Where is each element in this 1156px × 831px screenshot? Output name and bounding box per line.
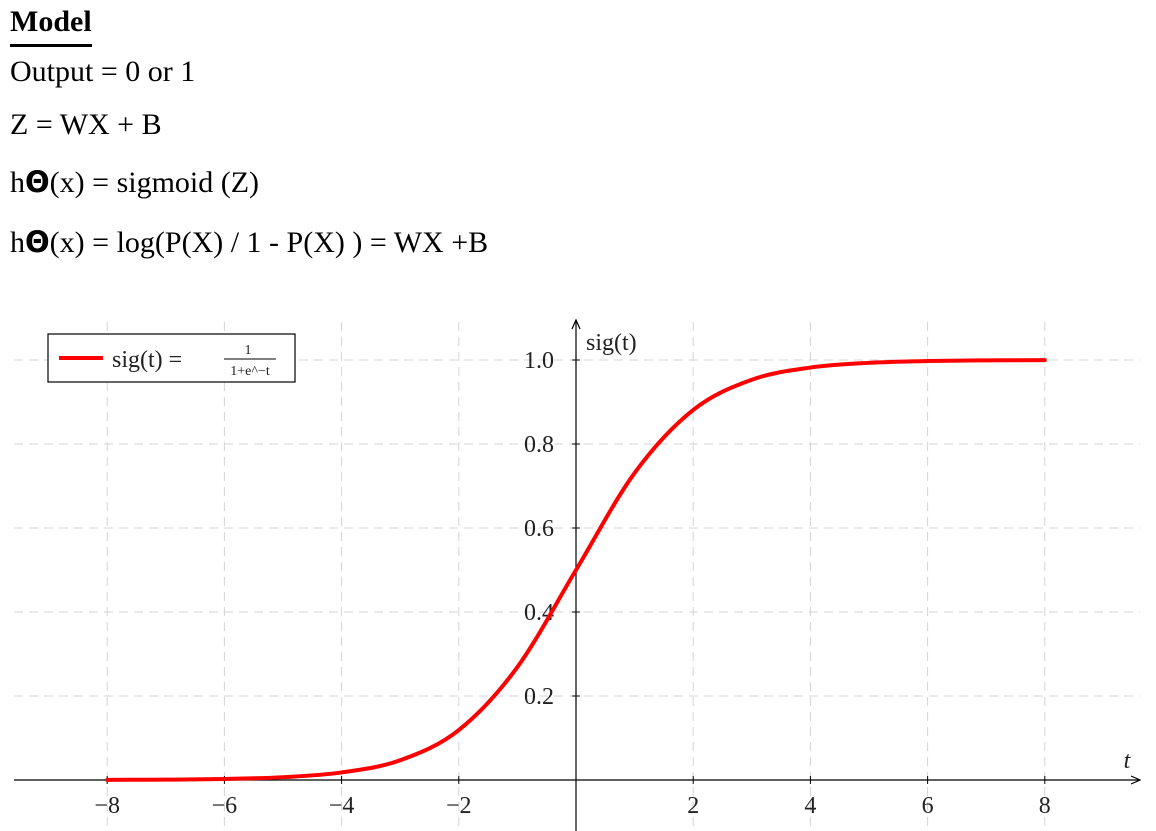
x-tick-label: −4 — [329, 793, 355, 819]
theta-symbol: Θ — [25, 225, 50, 259]
hypothesis-logit-rhs: log(P(X) / 1 - P(X) ) = WX +B — [116, 226, 489, 259]
legend-fraction-numerator: 1 — [245, 343, 252, 358]
data-point — [458, 729, 460, 731]
x-axis-label: t — [1124, 748, 1132, 774]
data-point — [926, 360, 929, 362]
h-symbol: h — [10, 166, 25, 199]
series-layer — [105, 358, 1047, 782]
data-point — [809, 366, 812, 369]
data-point — [692, 409, 694, 411]
section-heading: Model — [10, 0, 92, 47]
legend-fraction-denominator: 1+e^−t — [230, 364, 270, 379]
linear-equation: Z = WX + B — [10, 108, 162, 141]
axes: t sig(t) — [14, 318, 1142, 831]
data-point — [633, 472, 636, 474]
x-tick-label: −8 — [94, 793, 120, 819]
x-tick-label: −2 — [446, 793, 472, 819]
y-tick-label: 0.8 — [524, 432, 554, 458]
data-point — [282, 776, 284, 778]
theta-symbol: Θ — [25, 165, 50, 199]
y-tick-label: 0.6 — [524, 516, 554, 542]
x-tick-label: 4 — [804, 793, 816, 819]
x-tick-label: 6 — [922, 793, 934, 819]
data-point — [223, 778, 226, 780]
hypothesis-sigmoid-rhs: sigmoid (Z) — [116, 166, 260, 199]
x-tick-label: 8 — [1039, 793, 1051, 819]
tick-labels: −8 −6 −4 −2 2 4 6 80.20.40.60.81.0 — [94, 348, 1050, 819]
x-tick-label: −6 — [212, 793, 238, 819]
data-point — [516, 666, 519, 668]
x-axis-arrow — [1130, 775, 1142, 785]
h-symbol: h — [10, 226, 25, 259]
data-point — [165, 778, 167, 781]
legend-label-lhs: sig(t) = — [112, 347, 182, 373]
output-equation: Output = 0 or 1 — [10, 55, 196, 88]
grid — [14, 322, 1140, 831]
legend: sig(t) = 1 1+e^−t — [47, 333, 296, 383]
data-point — [575, 569, 577, 571]
x-tick-label: 2 — [687, 793, 699, 819]
data-point — [751, 378, 753, 381]
hypothesis-arg: (x) = — [49, 226, 117, 259]
data-point — [1044, 359, 1046, 361]
hypothesis-sigmoid-equation: hΘ(x) = sigmoid (Z) — [10, 162, 259, 203]
y-axis-arrow — [571, 318, 581, 330]
data-point — [985, 359, 987, 362]
hypothesis-arg: (x) = — [49, 166, 117, 199]
data-point — [340, 771, 343, 774]
y-tick-label: 0.2 — [524, 684, 554, 710]
data-point — [868, 362, 870, 364]
y-axis-label: sig(t) — [586, 330, 637, 356]
data-point — [399, 759, 402, 762]
hypothesis-logit-equation: hΘ(x) = log(P(X) / 1 - P(X) ) = WX +B — [10, 222, 488, 263]
data-point — [106, 779, 108, 781]
y-tick-label: 1.0 — [524, 348, 554, 374]
